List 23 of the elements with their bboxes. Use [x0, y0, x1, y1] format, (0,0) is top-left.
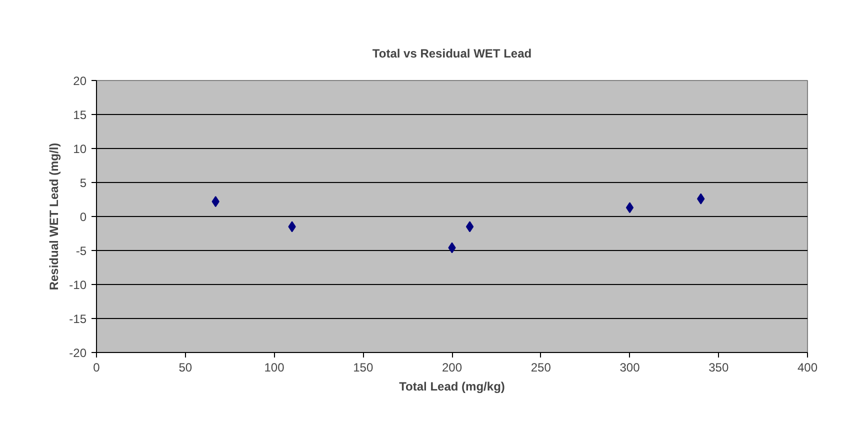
x-tick-label: 100 [264, 360, 285, 374]
y-tick-label: -5 [76, 244, 87, 258]
point [626, 202, 634, 214]
point [466, 221, 474, 232]
x-tick-label: 0 [93, 360, 100, 374]
x-tick-label: 50 [178, 360, 192, 374]
x-axis-title: Total Lead (mg/kg) [399, 380, 505, 394]
y-tick-label: 10 [73, 142, 87, 156]
x-tick-label: 300 [620, 360, 640, 374]
x-tick-label: 250 [530, 360, 552, 374]
y-tick-label: 15 [73, 108, 87, 122]
y-tick-label: 5 [80, 176, 87, 190]
x-tick-label: 400 [797, 360, 818, 374]
y-axis-title: Residual WET Lead (mg/l) [47, 142, 62, 290]
x-tick-label: 150 [353, 360, 374, 374]
y-tick-label: 0 [80, 210, 87, 224]
y-tick-label: 20 [73, 74, 87, 88]
y-tick-label: -20 [69, 346, 87, 360]
x-tick-label: 200 [442, 360, 462, 374]
y-tick-label: -15 [69, 312, 87, 326]
chart-title: Total vs Residual WET Lead [372, 46, 532, 60]
x-tick-label: 350 [708, 360, 729, 374]
y-tick-label: -10 [69, 278, 87, 292]
